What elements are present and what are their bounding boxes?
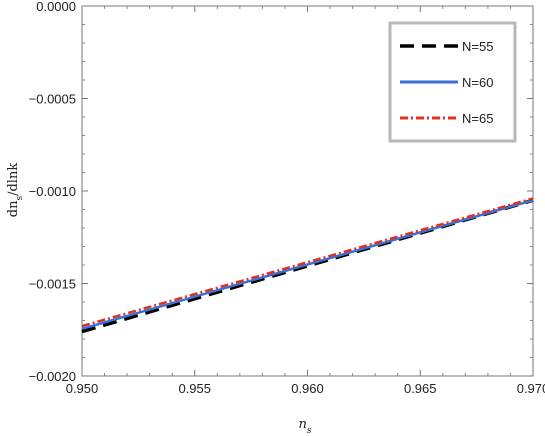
legend-label-n60: N=60 bbox=[462, 75, 493, 90]
y-tick-label: −0.0005 bbox=[29, 92, 76, 107]
series-line-n60 bbox=[81, 199, 534, 331]
legend: N=55 N=60 N=65 bbox=[388, 21, 517, 143]
legend-label-n65: N=65 bbox=[462, 111, 493, 126]
y-tick-label: −0.0020 bbox=[29, 369, 76, 384]
x-axis-title: ns bbox=[299, 417, 312, 436]
y-tick-label: −0.0015 bbox=[29, 277, 76, 292]
legend-label-n55: N=55 bbox=[462, 39, 493, 54]
x-tick-label: 0.960 bbox=[291, 381, 324, 396]
x-tick-label: 0.965 bbox=[404, 381, 437, 396]
series-line-n55 bbox=[81, 198, 534, 334]
series-line-n65 bbox=[81, 197, 534, 328]
x-tick-label: 0.950 bbox=[66, 381, 99, 396]
y-axis-title: dns/dlnk bbox=[6, 163, 25, 218]
x-tick-label: 0.970 bbox=[517, 381, 545, 396]
y-tick-label: −0.0010 bbox=[29, 184, 76, 199]
y-tick-label: 0.0000 bbox=[36, 0, 76, 14]
x-tick-label: 0.955 bbox=[178, 381, 211, 396]
